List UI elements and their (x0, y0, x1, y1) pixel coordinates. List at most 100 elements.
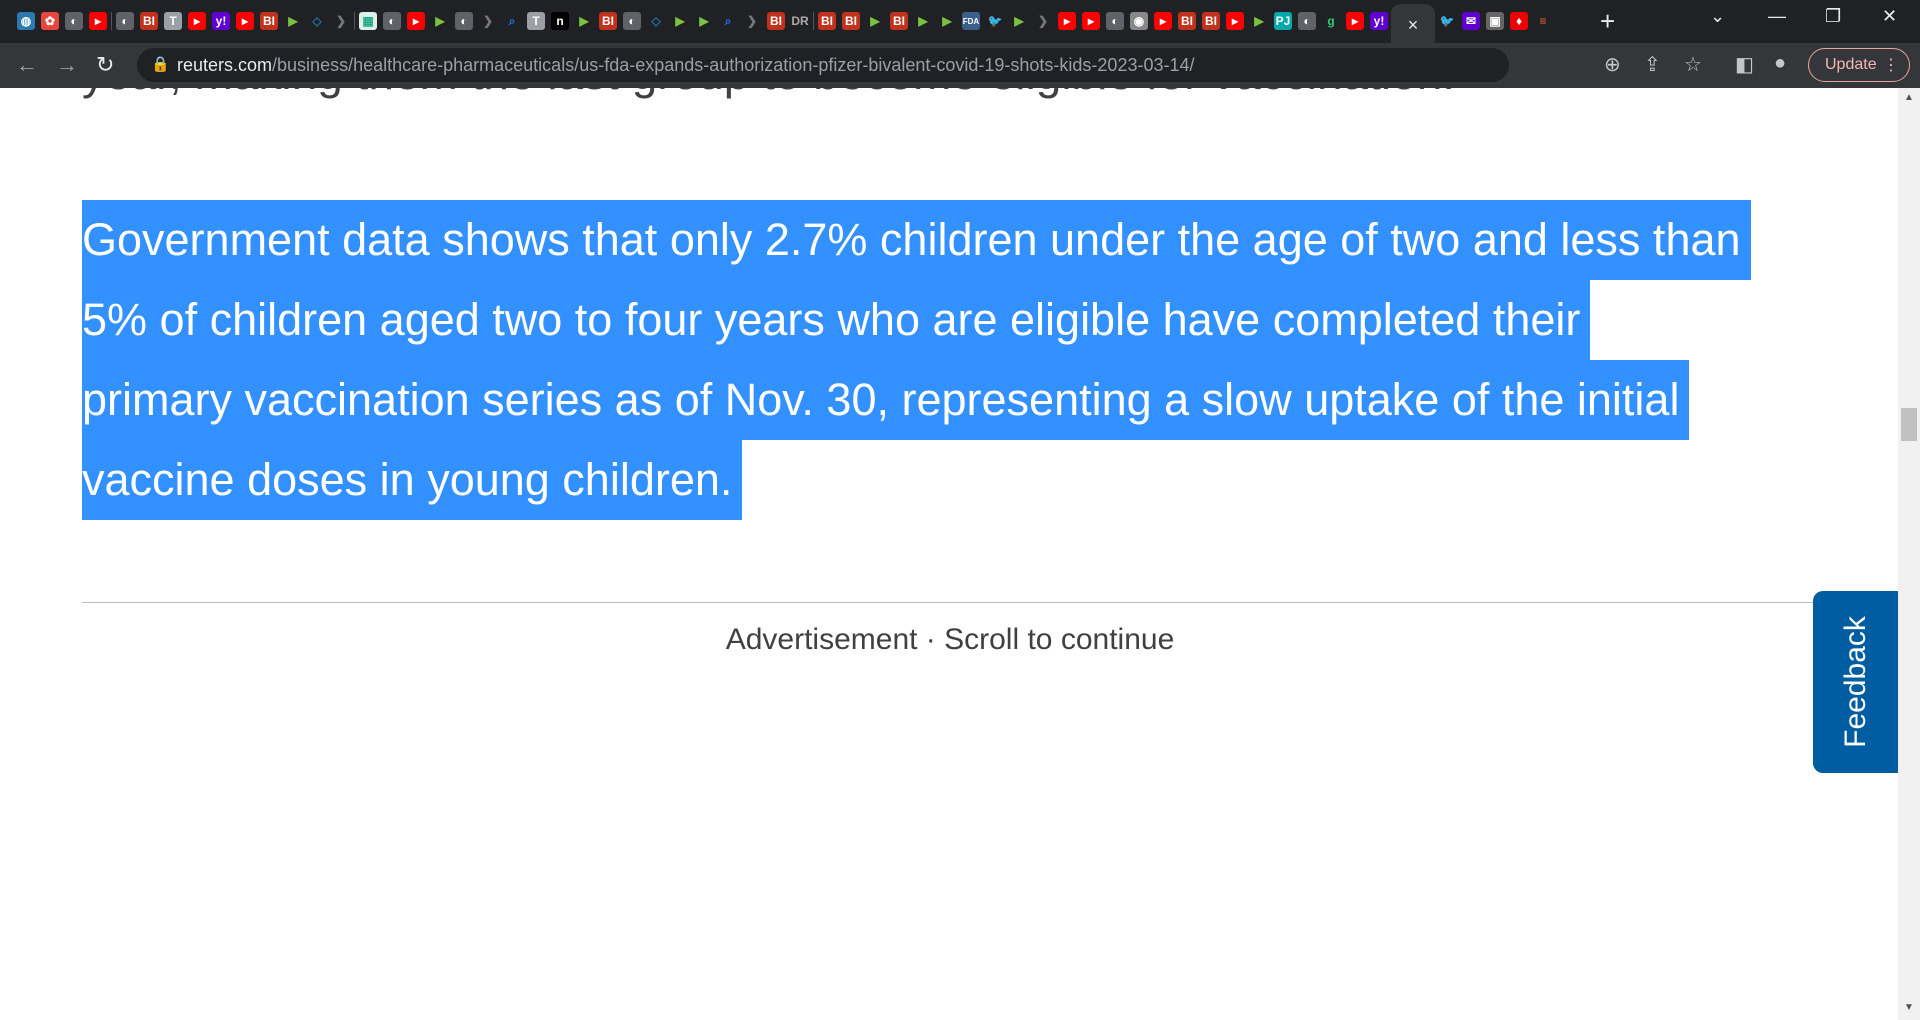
tab-t-circle[interactable]: T (161, 9, 185, 33)
tab-bi[interactable]: BI (596, 9, 620, 33)
close-window-button[interactable]: ✕ (1882, 6, 1898, 26)
tab-globe-gray[interactable]: ◐ (62, 9, 86, 33)
t-circle-icon: T (164, 12, 182, 30)
bi-icon: BI (842, 12, 860, 30)
tab-youtube[interactable]: ▸ (1055, 9, 1079, 33)
tab-play-green[interactable]: ▶ (1007, 9, 1031, 33)
tab-bi[interactable]: BI (815, 9, 839, 33)
tab-play-green[interactable]: ▶ (911, 9, 935, 33)
tab-fan[interactable]: ✿ (38, 9, 62, 33)
tab-g-green[interactable]: g (1319, 9, 1343, 33)
feedback-label: Feedback (1838, 616, 1872, 748)
advertisement-label: Advertisement · Scroll to continue (725, 623, 1175, 656)
tab-youtube[interactable]: ▸ (185, 9, 209, 33)
tab-youtube[interactable]: ▸ (404, 9, 428, 33)
tab-chevron-gray[interactable]: ❯ (329, 9, 353, 33)
reload-button[interactable]: ↻ (96, 52, 115, 77)
tab-chevron-gray[interactable]: ❯ (1031, 9, 1055, 33)
tab-youtube[interactable]: ▸ (1151, 9, 1175, 33)
tab-search-icon[interactable]: ⌄ (1710, 6, 1726, 26)
tab-torch[interactable]: ♦ (1507, 9, 1531, 33)
tab-youtube[interactable]: ▸ (233, 9, 257, 33)
globe-gray-icon: ◐ (116, 12, 134, 30)
tab-play-green[interactable]: ▶ (1247, 9, 1271, 33)
chevron-gray-icon: ❯ (335, 14, 347, 28)
zoom-icon[interactable]: ⊕ (1604, 54, 1621, 76)
forward-button[interactable]: → (56, 52, 78, 77)
tab-globe-gray[interactable]: ◐ (620, 9, 644, 33)
tab-bi[interactable]: BI (257, 9, 281, 33)
tab-chevron-gray[interactable]: ❯ (476, 9, 500, 33)
lock-icon[interactable]: 🔒 (151, 56, 170, 73)
dr-icon: DR (791, 14, 809, 28)
tab-bi[interactable]: BI (764, 9, 788, 33)
tab-play-green[interactable]: ▶ (428, 9, 452, 33)
tab-n-circle[interactable]: n (548, 9, 572, 33)
shield-icon: ◇ (312, 14, 322, 28)
tab-shield[interactable]: ◇ (644, 9, 668, 33)
back-button[interactable]: ← (16, 52, 38, 77)
close-tab-icon[interactable]: × (1407, 15, 1419, 35)
scrollbar-thumb[interactable] (1901, 408, 1917, 441)
tab-play-green[interactable]: ▶ (863, 9, 887, 33)
tab-youtube[interactable]: ▸ (86, 9, 110, 33)
tab-bookmark[interactable]: ≡ (1531, 9, 1555, 33)
side-panel-icon[interactable]: ◧ (1735, 54, 1754, 76)
bookmark-star-icon[interactable]: ☆ (1684, 54, 1702, 76)
play-green-icon: ▶ (942, 14, 952, 28)
tab-play-green[interactable]: ▶ (572, 9, 596, 33)
minimize-button[interactable]: — (1768, 6, 1786, 26)
tab-bi[interactable]: BI (887, 9, 911, 33)
tab-globe-gray[interactable]: ◐ (1103, 9, 1127, 33)
tab-play-green[interactable]: ▶ (281, 9, 305, 33)
feedback-button[interactable]: Feedback (1813, 591, 1898, 773)
tab-youtube[interactable]: ▸ (1079, 9, 1103, 33)
tab-t-circle[interactable]: T (524, 9, 548, 33)
tab-bi[interactable]: BI (839, 9, 863, 33)
scroll-down-arrow-icon[interactable]: ▼ (1904, 1002, 1914, 1013)
restore-button[interactable]: ❐ (1825, 6, 1842, 26)
address-bar[interactable]: 🔒 reuters.com/business/healthcare-pharma… (137, 48, 1509, 82)
tab-pj[interactable]: PJ (1271, 9, 1295, 33)
tab-play-green[interactable]: ▶ (668, 9, 692, 33)
tab-bi[interactable]: BI (1175, 9, 1199, 33)
tab-photo[interactable]: ▣ (1483, 9, 1507, 33)
tab-twitter[interactable]: 🐦 (1435, 9, 1459, 33)
tab-twitter[interactable]: 🐦 (983, 9, 1007, 33)
tab-yahoo[interactable]: y! (1367, 9, 1391, 33)
tab-globe-gray[interactable]: ◐ (113, 9, 137, 33)
tab-yahoo[interactable]: y! (209, 9, 233, 33)
globe-gray-icon: ◐ (623, 12, 641, 30)
tab-globe-gray[interactable]: ◐ (452, 9, 476, 33)
tab-shield[interactable]: ◇ (305, 9, 329, 33)
new-tab-button[interactable]: + (1600, 6, 1616, 36)
tab-seal[interactable]: ◉ (1127, 9, 1151, 33)
scroll-up-arrow-icon[interactable]: ▲ (1904, 92, 1914, 103)
share-icon[interactable]: ⇪ (1644, 54, 1661, 76)
update-button[interactable]: Update ⋮ (1808, 48, 1910, 82)
tab-youtube[interactable]: ▸ (1343, 9, 1367, 33)
menu-kebab-icon[interactable]: ⋮ (1883, 57, 1899, 74)
tab-youtube[interactable]: ▸ (1223, 9, 1247, 33)
tab-fda[interactable]: FDA (959, 9, 983, 33)
tab-globe[interactable]: ◍ (14, 9, 38, 33)
tab-play-green[interactable]: ▶ (935, 9, 959, 33)
tab-search[interactable]: ⌕ (716, 9, 740, 33)
tab-pattern[interactable]: ▦ (356, 9, 380, 33)
tab-play-green[interactable]: ▶ (692, 9, 716, 33)
tab-chevron-gray[interactable]: ❯ (740, 9, 764, 33)
profile-avatar-icon[interactable]: ● (1774, 52, 1787, 74)
tab-dr[interactable]: DR (788, 9, 812, 33)
bi-icon: BI (1178, 12, 1196, 30)
tab-bi[interactable]: BI (137, 9, 161, 33)
tab-bi[interactable]: BI (1199, 9, 1223, 33)
active-tab[interactable]: × (1391, 4, 1435, 47)
tab-globe-gray[interactable]: ◐ (380, 9, 404, 33)
tab-globe-gray[interactable]: ◐ (1295, 9, 1319, 33)
selected-paragraph[interactable]: Government data shows that only 2.7% chi… (82, 200, 1751, 520)
scrollbar[interactable]: ▲ ▼ (1898, 88, 1920, 1020)
tab-search[interactable]: ⌕ (500, 9, 524, 33)
tab-yahoo-mail[interactable]: ✉ (1459, 9, 1483, 33)
globe-icon: ◍ (17, 12, 35, 30)
